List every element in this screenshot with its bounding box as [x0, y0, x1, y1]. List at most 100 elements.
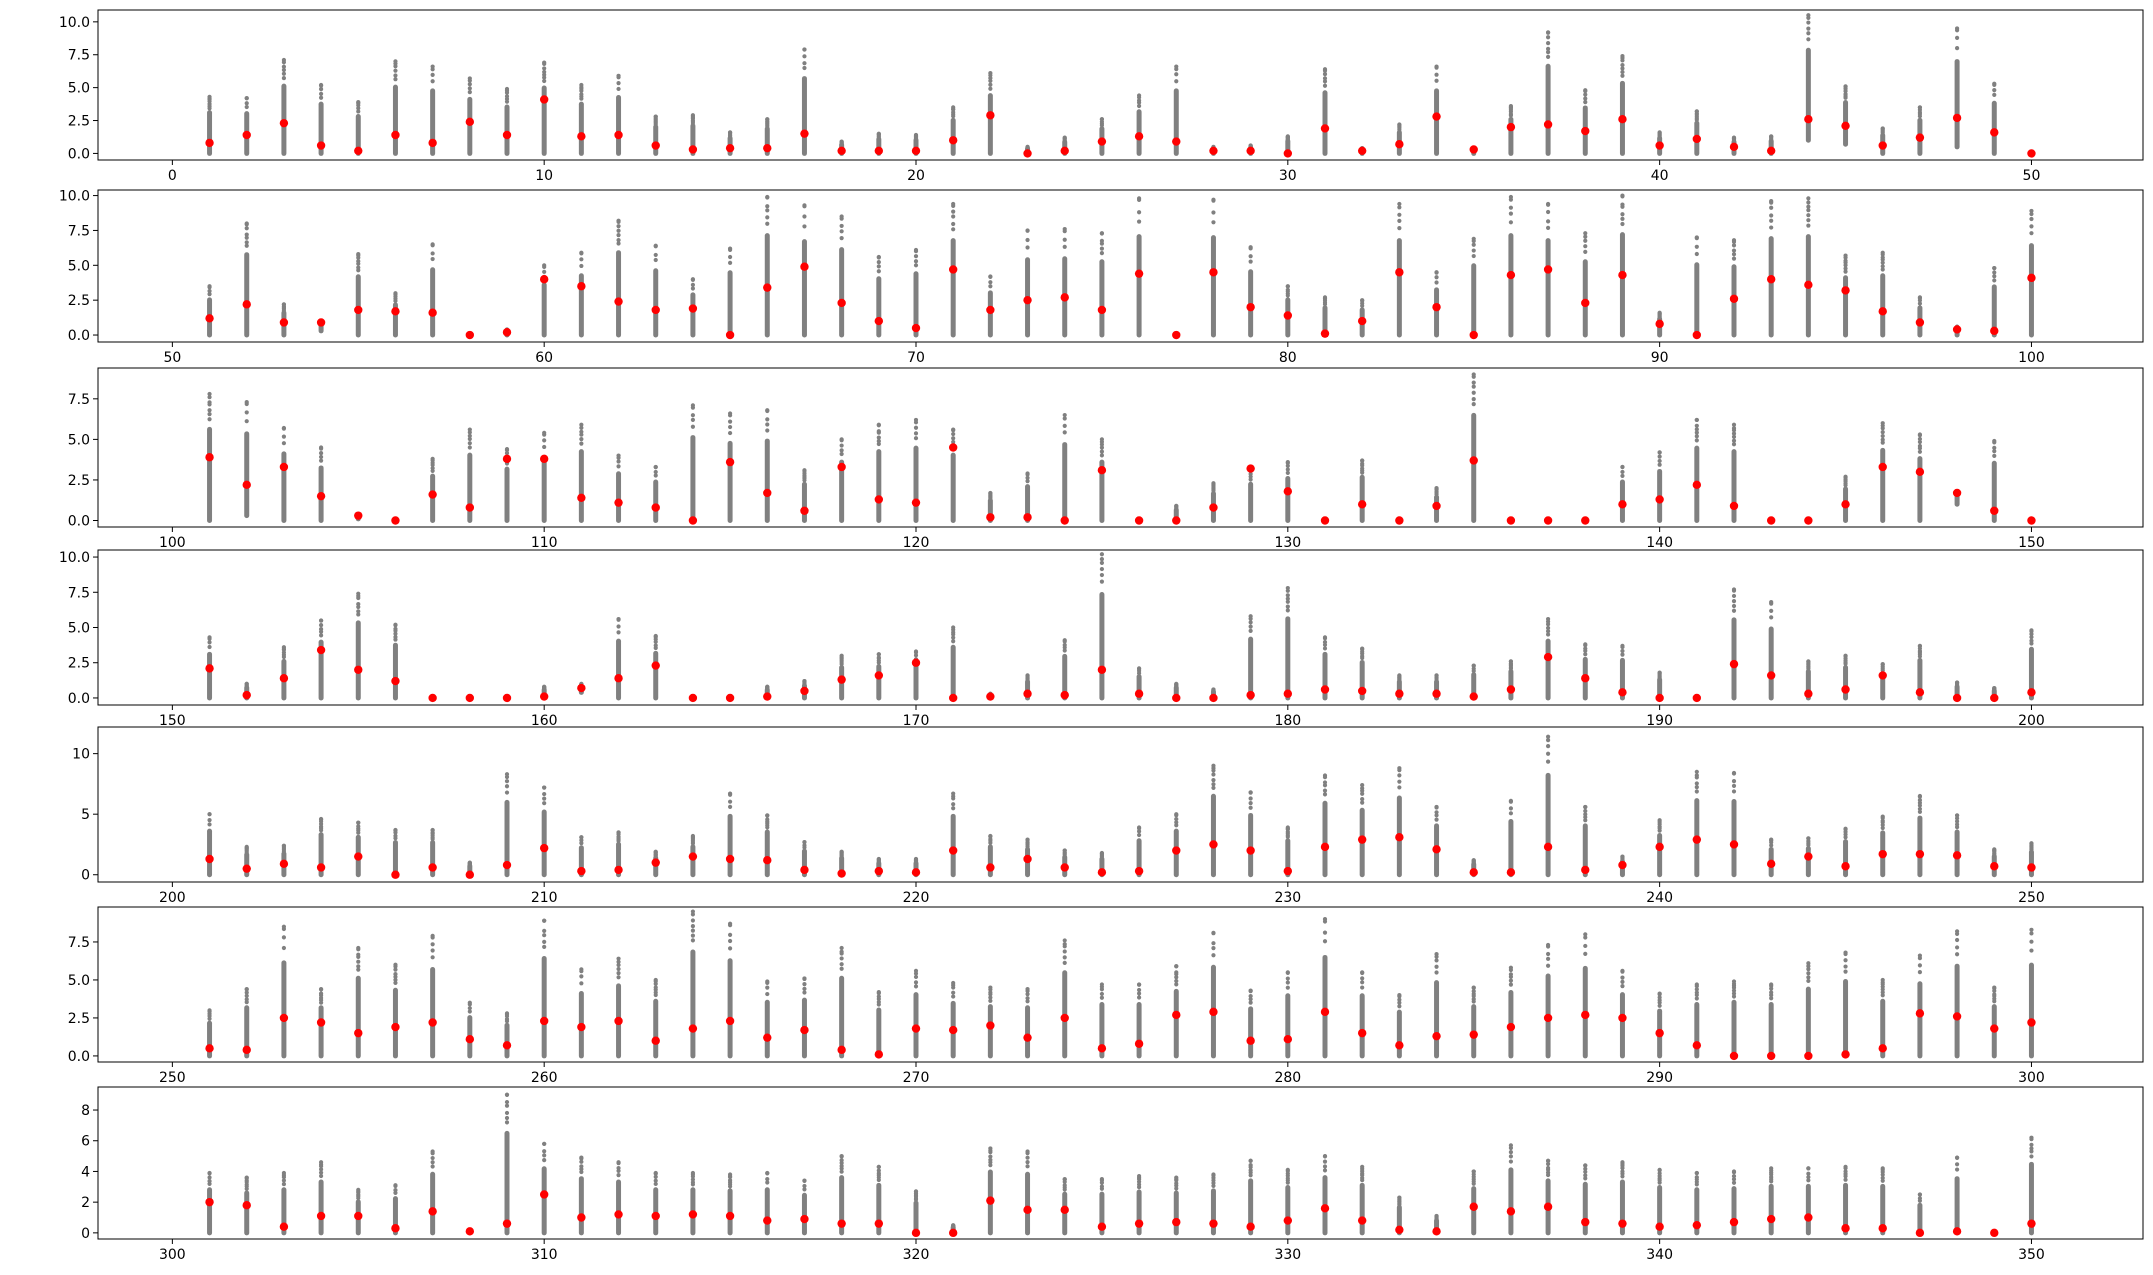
- point-column-249: [1991, 847, 1997, 878]
- median-point-156: [391, 676, 400, 686]
- outlier-point: [1508, 982, 1514, 987]
- median-point-176: [1134, 689, 1144, 698]
- outlier-point: [1062, 423, 1067, 429]
- point-column-72: [987, 274, 993, 338]
- median-point-201: [205, 854, 214, 864]
- outlier-point: [467, 1009, 472, 1014]
- outlier-point: [1360, 976, 1365, 981]
- x-tick-label: 320: [903, 1247, 930, 1263]
- outlier-point: [1583, 1169, 1588, 1174]
- outlier-point: [727, 130, 733, 135]
- median-point-157: [428, 693, 437, 703]
- outlier-point: [467, 86, 472, 91]
- outlier-point: [802, 203, 807, 208]
- outlier-point: [1434, 952, 1439, 957]
- outlier-point: [690, 403, 696, 408]
- point-column-345: [1843, 1164, 1849, 1236]
- outlier-point: [839, 949, 844, 954]
- outlier-point: [1620, 854, 1625, 859]
- outlier-point: [1174, 812, 1179, 817]
- point-column-270: [913, 968, 919, 1059]
- point-column-286: [1508, 965, 1514, 1059]
- median-point-187: [1543, 652, 1553, 662]
- outlier-point: [1397, 779, 1402, 784]
- point-column-107: [430, 456, 436, 524]
- median-point-29: [1246, 146, 1255, 155]
- outlier-point: [1694, 244, 1699, 249]
- outlier-point: [1508, 1154, 1514, 1159]
- outlier-point: [244, 1175, 249, 1180]
- point-column-297: [1917, 953, 1923, 1059]
- outlier-point: [1174, 72, 1179, 77]
- outlier-point: [1174, 1186, 1179, 1191]
- outlier-point: [1211, 777, 1216, 783]
- median-point-193: [1766, 671, 1776, 680]
- outlier-point: [839, 451, 844, 457]
- outlier-point: [1174, 970, 1179, 975]
- outlier-point: [244, 240, 249, 245]
- median-point-217: [800, 865, 809, 875]
- outlier-point: [579, 82, 584, 88]
- outlier-point: [244, 997, 249, 1002]
- median-point-180: [1283, 689, 1293, 698]
- y-axis: 0.02.55.07.5: [68, 935, 98, 1065]
- point-column-71: [950, 201, 956, 338]
- median-markers: [205, 262, 2036, 340]
- x-tick-label: 130: [1274, 535, 1301, 551]
- outlier-point: [1657, 818, 1662, 823]
- outlier-point: [1620, 69, 1625, 75]
- outlier-point: [1471, 1169, 1476, 1174]
- median-point-223: [1023, 854, 1032, 864]
- median-point-134: [1432, 501, 1441, 511]
- outlier-point: [1694, 417, 1699, 423]
- point-column-289: [1619, 968, 1625, 1059]
- outlier-point: [1731, 991, 1737, 996]
- outlier-point: [913, 1189, 919, 1194]
- median-point-116: [763, 488, 772, 498]
- outlier-point: [839, 962, 844, 967]
- outlier-point: [1434, 78, 1439, 83]
- outlier-point: [1174, 64, 1179, 69]
- outlier-point: [1917, 436, 1923, 442]
- outlier-point: [839, 229, 844, 234]
- outlier-point: [542, 60, 547, 65]
- median-point-347: [1915, 1228, 1925, 1238]
- median-point-348: [1952, 1227, 1962, 1236]
- median-point-83: [1395, 268, 1404, 277]
- outlier-point: [504, 1120, 510, 1125]
- outlier-point: [839, 139, 844, 144]
- point-column-115: [727, 411, 733, 524]
- outlier-point: [1694, 430, 1699, 435]
- point-column-337: [1545, 1158, 1551, 1236]
- median-point-74: [1060, 293, 1069, 302]
- outlier-point: [2029, 231, 2034, 236]
- outlier-point: [318, 1167, 324, 1172]
- outlier-point: [207, 818, 212, 823]
- x-tick-label: 210: [531, 890, 558, 906]
- outlier-point: [1322, 780, 1328, 785]
- outlier-point: [913, 431, 919, 436]
- outlier-point: [1917, 643, 1923, 648]
- outlier-point: [393, 1188, 398, 1193]
- median-point-333: [1395, 1225, 1404, 1234]
- outlier-point: [207, 822, 212, 827]
- median-point-67: [800, 262, 809, 271]
- outlier-point: [393, 634, 398, 640]
- median-point-294: [1804, 1051, 1813, 1061]
- outlier-point: [430, 242, 435, 247]
- outlier-point: [1583, 238, 1588, 243]
- outlier-point: [207, 635, 212, 640]
- x-tick-label: 90: [1651, 350, 1669, 366]
- outlier-point: [1694, 427, 1699, 432]
- outlier-point: [318, 86, 324, 92]
- outlier-point: [207, 395, 212, 400]
- outlier-point: [913, 259, 919, 264]
- x-axis: 0 10 20 30 40 50: [168, 160, 2040, 184]
- outlier-point: [1211, 687, 1216, 692]
- outlier-point: [542, 1157, 547, 1163]
- median-point-319: [874, 1219, 884, 1228]
- point-column-31: [1322, 67, 1328, 156]
- outlier-point: [1211, 785, 1216, 791]
